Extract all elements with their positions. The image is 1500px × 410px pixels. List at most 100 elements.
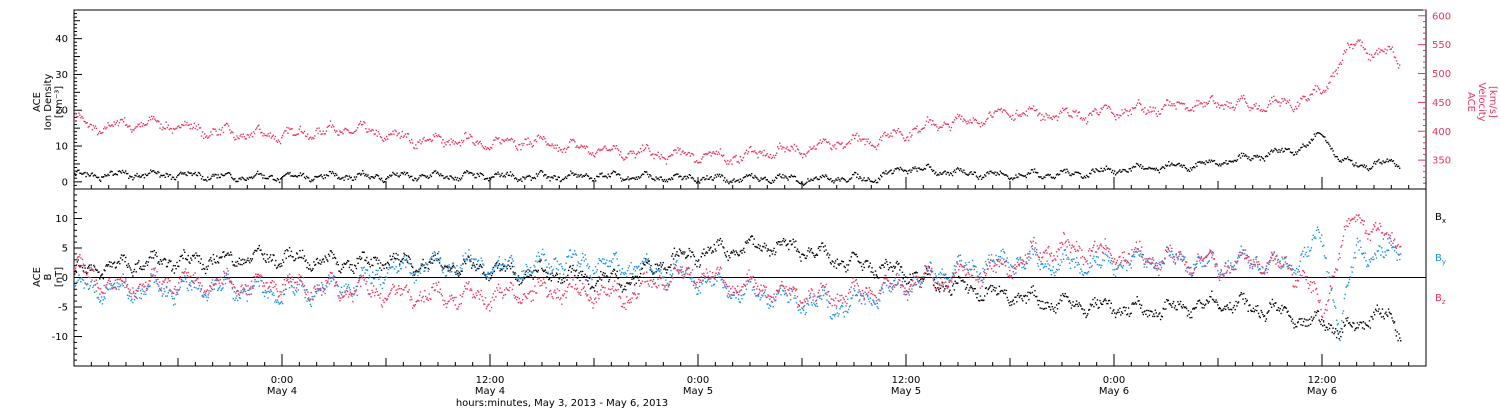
bx-series-point (819, 249, 821, 252)
bx-series-point (749, 239, 751, 241)
density-series-point (79, 172, 81, 174)
bx-series-point (308, 268, 310, 270)
density-series-point (742, 177, 745, 179)
by-series-point (542, 254, 545, 256)
bx-series-point (1166, 300, 1169, 302)
density-series-point (669, 179, 672, 181)
velocity-series-point (137, 124, 139, 126)
velocity-series-point (1131, 107, 1134, 109)
density-series-point (473, 173, 475, 175)
by-series-point (389, 267, 391, 269)
bx-series-point (357, 262, 359, 264)
density-series-point (1053, 177, 1056, 180)
velocity-series-point (577, 146, 579, 148)
density-series-point (484, 178, 487, 180)
density-series-point (769, 182, 772, 184)
velocity-series-point (132, 129, 134, 131)
bx-series-point (1353, 322, 1355, 325)
bx-series-point (841, 260, 843, 262)
velocity-series-point (83, 120, 85, 122)
density-series-point (465, 172, 467, 174)
velocity-series-point (443, 146, 445, 148)
density-series-point (127, 172, 129, 175)
density-series-point (1384, 161, 1386, 164)
density-series-point (841, 177, 843, 179)
bx-series-point (1177, 301, 1179, 303)
bx-series-point (847, 264, 850, 266)
velocity-series-point (792, 148, 794, 150)
velocity-series-point (669, 155, 672, 157)
by-series-point (551, 270, 553, 272)
density-series-point (509, 171, 512, 173)
bx-series-point (1360, 321, 1362, 324)
density-series-point (734, 181, 736, 183)
density-series-point (753, 177, 755, 179)
bx-series-point (191, 254, 194, 257)
bx-series-point (941, 281, 943, 283)
velocity-series-point (1130, 113, 1132, 116)
velocity-series-point (1284, 99, 1286, 101)
bx-series-point (569, 265, 572, 267)
bx-series-point (784, 239, 787, 241)
density-series-point (847, 180, 850, 182)
by-series-point (196, 276, 198, 279)
density-series-point (915, 167, 917, 170)
velocity-series-point (249, 134, 252, 136)
bx-series-point (636, 275, 638, 278)
velocity-series-point (864, 143, 866, 146)
velocity-series-point (1324, 91, 1326, 93)
density-series-point (1055, 174, 1058, 176)
velocity-series-point (594, 156, 596, 158)
by-series-point (383, 282, 385, 284)
density-series-point (108, 174, 110, 177)
velocity-series-point (1331, 75, 1333, 77)
velocity-series-point (915, 128, 917, 130)
velocity-series-point (112, 125, 114, 127)
density-series-point (507, 174, 510, 176)
bx-series-point (325, 257, 327, 259)
by-series-point (307, 298, 309, 300)
by-series-point (407, 262, 410, 264)
velocity-series-point (1382, 50, 1384, 52)
density-series-point (291, 175, 293, 177)
by-series-point (456, 265, 458, 267)
density-series-point (917, 167, 919, 169)
bx-series-point (316, 257, 319, 260)
bx-series-point (1062, 293, 1064, 295)
density-series-point (448, 178, 450, 180)
velocity-series-point (1046, 114, 1048, 116)
velocity-series-point (588, 153, 591, 155)
velocity-series-point (454, 141, 456, 143)
bx-series-point (1098, 306, 1100, 309)
velocity-series-point (313, 137, 315, 140)
velocity-series-point (219, 133, 221, 136)
bx-series-point (669, 266, 671, 269)
bx-series-point (764, 247, 767, 249)
density-series-point (406, 172, 409, 174)
density-series-point (1177, 163, 1179, 165)
density-series-point (241, 176, 243, 178)
density-series-point (160, 174, 162, 176)
velocity-series-point (188, 124, 190, 126)
by-series-point (443, 267, 445, 269)
bx-series-point (409, 258, 411, 260)
velocity-series-point (292, 134, 294, 136)
density-series-point (327, 175, 330, 177)
density-series-point (994, 171, 996, 173)
density-series-point (807, 178, 809, 180)
velocity-series-point (840, 143, 842, 145)
by-series-point (460, 264, 462, 266)
velocity-series-point (1239, 97, 1242, 100)
velocity-series-point (463, 140, 465, 142)
by-series-point (523, 273, 526, 275)
velocity-series-point (924, 124, 927, 126)
density-series-point (183, 173, 185, 175)
velocity-series-point (290, 128, 292, 130)
density-series-point (897, 167, 900, 170)
bx-series-point (200, 258, 202, 260)
bx-series-point (698, 266, 701, 268)
bx-series-point (830, 263, 832, 265)
density-series-point (1338, 160, 1340, 162)
bx-series-point (883, 266, 885, 268)
bx-series-point (691, 251, 694, 253)
